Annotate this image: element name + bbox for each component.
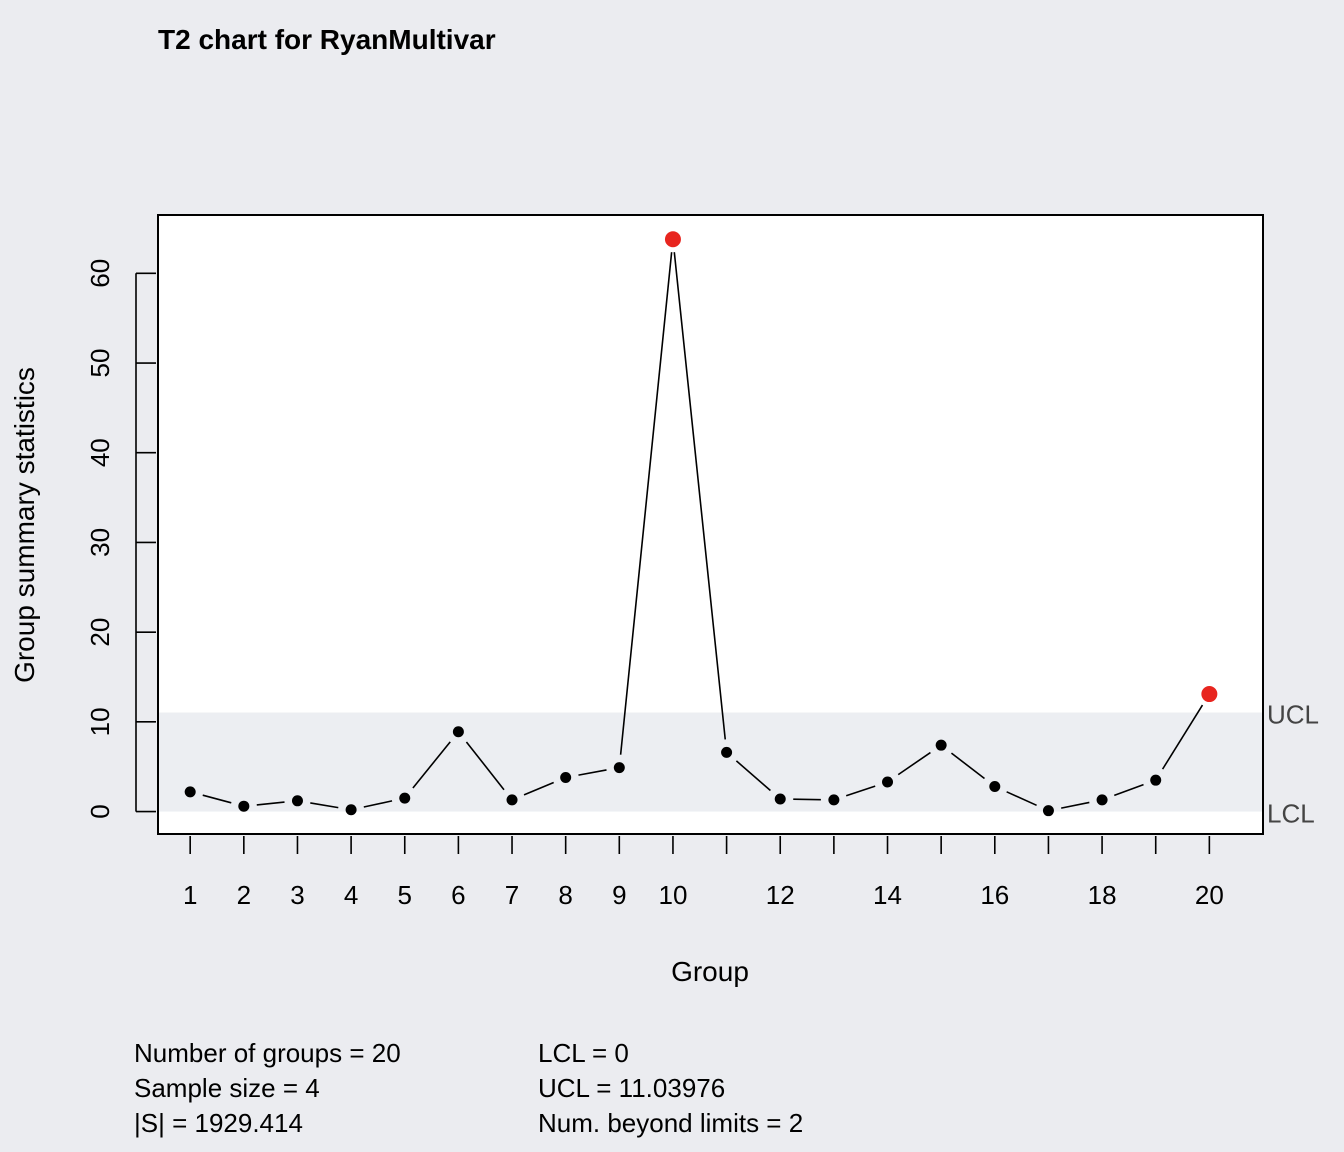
stats-right: LCL = 0 UCL = 11.03976 Num. beyond limit… — [538, 1036, 803, 1141]
control-limit-band — [159, 712, 1262, 812]
series-line-layer — [202, 252, 1204, 809]
stat-determinant: |S| = 1929.414 — [134, 1108, 303, 1138]
x-axis-tick-label: 9 — [612, 880, 626, 910]
x-axis-label: Group — [671, 956, 749, 987]
data-point — [721, 746, 733, 758]
series-segment — [202, 794, 232, 804]
series-segment — [950, 752, 985, 780]
x-axis-tick-label: 3 — [290, 880, 304, 910]
ucl-label: UCL — [1267, 700, 1319, 730]
data-point — [1042, 805, 1054, 817]
series-segment — [897, 751, 931, 776]
data-point — [399, 792, 411, 804]
data-point-beyond-limit — [1201, 686, 1218, 703]
data-point — [1096, 794, 1108, 806]
data-point — [613, 762, 625, 774]
stat-ucl: UCL = 11.03976 — [538, 1073, 726, 1103]
y-axis-tick-label: 30 — [85, 528, 115, 557]
x-axis-tick-label: 10 — [658, 880, 687, 910]
data-point — [184, 786, 196, 798]
data-point — [506, 794, 518, 806]
series-segment — [256, 801, 285, 806]
stats-left: Number of groups = 20 Sample size = 4 |S… — [134, 1036, 401, 1141]
data-point-beyond-limit — [664, 231, 681, 248]
data-point — [238, 800, 250, 812]
series-segment — [310, 802, 339, 809]
y-axis-tick-label: 0 — [85, 804, 115, 818]
series-segment — [523, 781, 554, 796]
y-axis-tick-label: 60 — [85, 259, 115, 288]
y-axis-tick-label: 50 — [85, 349, 115, 378]
x-axis-tick-label: 2 — [237, 880, 251, 910]
x-axis-tick-label: 12 — [766, 880, 795, 910]
limit-labels: UCL LCL — [1267, 700, 1319, 829]
x-axis: 1 2 3 4 5 6 7 8 9 10 12 14 16 18 20 — [183, 836, 1224, 910]
data-point — [452, 726, 464, 738]
y-axis-label: Group summary statistics — [9, 367, 40, 683]
x-axis-tick-label: 6 — [451, 880, 465, 910]
series-segment — [619, 252, 673, 755]
y-axis-tick-label: 10 — [85, 707, 115, 736]
x-axis-tick-label: 16 — [980, 880, 1009, 910]
lcl-label: LCL — [1267, 799, 1315, 829]
x-axis-tick-label: 7 — [505, 880, 519, 910]
series-segment — [1114, 783, 1144, 797]
data-point — [935, 739, 947, 751]
stat-sample-size: Sample size = 4 — [134, 1073, 320, 1103]
data-point — [828, 794, 840, 806]
series-segment — [735, 760, 771, 792]
series-segment — [578, 769, 607, 776]
data-point — [560, 771, 572, 783]
data-point — [1150, 774, 1162, 786]
plot-frame — [157, 214, 1264, 835]
x-axis-tick-label: 1 — [183, 880, 197, 910]
series-segment — [412, 741, 451, 789]
stat-lcl: LCL = 0 — [538, 1038, 629, 1068]
stat-beyond-limits: Num. beyond limits = 2 — [538, 1108, 804, 1138]
data-point — [989, 780, 1001, 792]
data-point — [774, 793, 786, 805]
series-point-layer — [184, 231, 1218, 817]
series-segment — [465, 741, 505, 791]
data-point — [882, 776, 894, 788]
data-point — [345, 804, 357, 816]
y-axis: 0 10 20 30 40 50 60 — [85, 259, 156, 819]
stat-number-of-groups: Number of groups = 20 — [134, 1038, 401, 1068]
series-segment — [1161, 704, 1204, 770]
control-band-layer — [159, 712, 1262, 812]
x-axis-tick-label: 14 — [873, 880, 902, 910]
chart-title: T2 chart for RyanMultivar — [158, 24, 496, 55]
x-axis-tick-label: 4 — [344, 880, 358, 910]
y-axis-tick-label: 40 — [85, 438, 115, 467]
x-axis-tick-label: 8 — [558, 880, 572, 910]
series-segment — [363, 800, 393, 808]
x-axis-tick-label: 20 — [1195, 880, 1224, 910]
data-point — [291, 795, 303, 807]
series-segment — [673, 252, 727, 740]
series-segment — [1061, 801, 1090, 809]
x-axis-tick-label: 5 — [398, 880, 412, 910]
series-segment — [845, 785, 876, 797]
y-axis-tick-label: 20 — [85, 618, 115, 647]
series-segment — [1006, 791, 1037, 807]
x-axis-tick-label: 18 — [1088, 880, 1117, 910]
